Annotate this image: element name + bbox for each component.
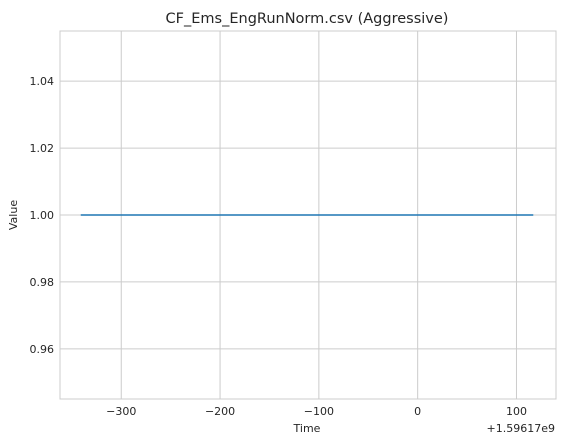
chart-title: CF_Ems_EngRunNorm.csv (Aggressive) xyxy=(166,11,449,27)
y-tick-label: 0.96 xyxy=(30,343,55,356)
x-axis-label: Time xyxy=(293,422,321,435)
x-tick-label: −200 xyxy=(205,405,235,418)
x-tick-label: 0 xyxy=(414,405,421,418)
x-tick-label: −100 xyxy=(304,405,334,418)
x-tick-label: 100 xyxy=(506,405,527,418)
y-tick-label: 1.00 xyxy=(30,209,55,222)
x-axis-offset-label: +1.59617e9 xyxy=(487,422,555,435)
x-tick-label: −300 xyxy=(106,405,136,418)
y-tick-label: 1.02 xyxy=(30,142,55,155)
y-tick-label: 0.98 xyxy=(30,276,55,289)
plot-frame xyxy=(59,30,557,400)
y-tick-label: 1.04 xyxy=(30,75,55,88)
x-axis-ticks: −300 −200 −100 0 100 xyxy=(106,405,527,418)
y-axis-label: Value xyxy=(7,200,20,230)
y-axis-ticks: 0.96 0.98 1.00 1.02 1.04 xyxy=(30,75,55,356)
